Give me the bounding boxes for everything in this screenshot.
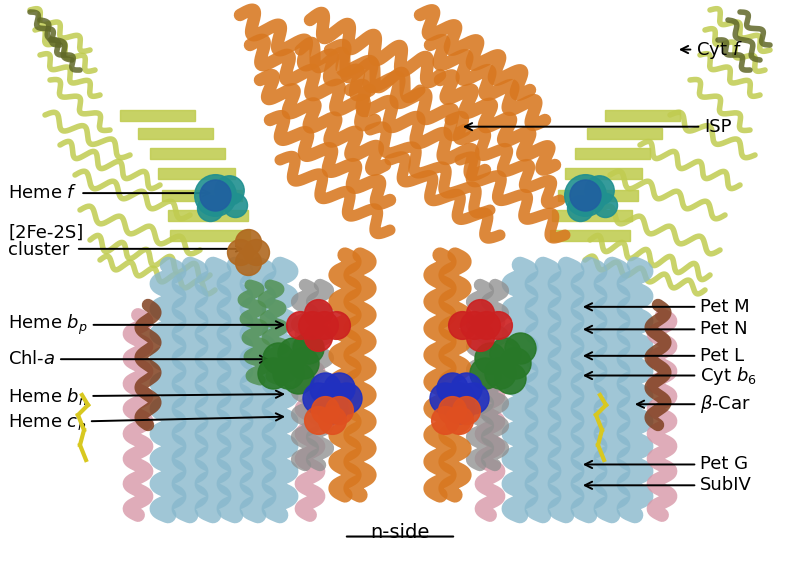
Text: n-side: n-side <box>370 522 430 542</box>
Point <box>438 394 451 403</box>
Point <box>459 405 472 414</box>
Point <box>514 343 526 352</box>
Point <box>466 394 479 403</box>
Point <box>478 369 491 378</box>
Point <box>203 203 216 212</box>
Bar <box>552 210 632 221</box>
Text: Cyt $b_6$: Cyt $b_6$ <box>585 364 757 387</box>
Bar <box>158 168 235 179</box>
Point <box>291 373 304 382</box>
Bar <box>575 148 650 159</box>
Point <box>312 309 325 318</box>
Point <box>453 415 466 425</box>
Bar <box>558 190 638 201</box>
Bar <box>587 128 662 139</box>
Point <box>446 405 458 414</box>
Point <box>286 348 299 358</box>
Point <box>272 354 285 363</box>
Point <box>318 405 331 414</box>
Point <box>318 320 330 329</box>
Point <box>250 248 262 257</box>
Bar <box>168 210 248 221</box>
Point <box>494 369 506 378</box>
Point <box>467 320 480 329</box>
Point <box>446 383 458 392</box>
Point <box>474 309 486 318</box>
Text: Pet M: Pet M <box>585 298 750 316</box>
Point <box>266 369 279 378</box>
Bar <box>138 128 213 139</box>
Point <box>330 320 342 329</box>
Point <box>480 320 493 329</box>
Text: Heme $b$$_p$: Heme $b$$_p$ <box>8 313 283 337</box>
Point <box>438 415 451 425</box>
Point <box>333 383 346 392</box>
Text: Heme $c$$_n$: Heme $c$$_n$ <box>8 412 283 432</box>
Point <box>242 238 254 247</box>
Bar <box>120 110 195 121</box>
Point <box>222 185 235 194</box>
Text: Pet L: Pet L <box>585 347 744 365</box>
Point <box>209 190 222 199</box>
Text: ISP: ISP <box>465 118 731 136</box>
Point <box>312 333 325 342</box>
Point <box>302 343 314 352</box>
Point <box>453 404 466 413</box>
Point <box>242 257 254 266</box>
Point <box>474 333 486 342</box>
Text: Pet G: Pet G <box>585 455 748 473</box>
Bar <box>565 168 642 179</box>
Point <box>504 373 517 382</box>
Point <box>209 190 222 199</box>
Point <box>509 359 522 368</box>
Text: Heme $b$$_n$: Heme $b$$_n$ <box>8 386 283 407</box>
Text: cluster: cluster <box>8 241 70 259</box>
Point <box>456 320 469 329</box>
Text: Pet N: Pet N <box>585 320 748 338</box>
Text: [2Fe-2S]: [2Fe-2S] <box>8 224 83 242</box>
Point <box>326 404 338 413</box>
Text: Heme $f$: Heme $f$ <box>8 184 210 202</box>
Point <box>593 185 606 194</box>
Point <box>578 190 591 199</box>
Point <box>459 383 472 392</box>
Point <box>234 248 246 257</box>
Point <box>574 203 586 212</box>
Point <box>282 369 294 378</box>
Point <box>229 200 242 209</box>
Point <box>453 394 466 403</box>
Text: SubIV: SubIV <box>585 476 752 494</box>
Point <box>312 394 325 403</box>
Bar <box>550 230 630 241</box>
Point <box>297 359 310 368</box>
Text: Cyt $f$: Cyt $f$ <box>681 38 742 61</box>
Point <box>598 200 611 209</box>
Point <box>491 320 505 329</box>
Text: $\beta$-Car: $\beta$-Car <box>637 393 751 415</box>
Point <box>483 354 496 363</box>
Text: Chl-$a$: Chl-$a$ <box>8 350 267 368</box>
Point <box>333 405 346 414</box>
Bar <box>162 190 242 201</box>
Bar <box>605 110 680 121</box>
Point <box>578 190 591 199</box>
Point <box>326 394 338 403</box>
Point <box>294 320 306 329</box>
Point <box>312 415 325 425</box>
Bar <box>170 230 250 241</box>
Bar <box>150 148 225 159</box>
Point <box>339 394 352 403</box>
Point <box>498 348 511 358</box>
Point <box>306 320 318 329</box>
Point <box>326 415 338 425</box>
Point <box>318 383 331 392</box>
